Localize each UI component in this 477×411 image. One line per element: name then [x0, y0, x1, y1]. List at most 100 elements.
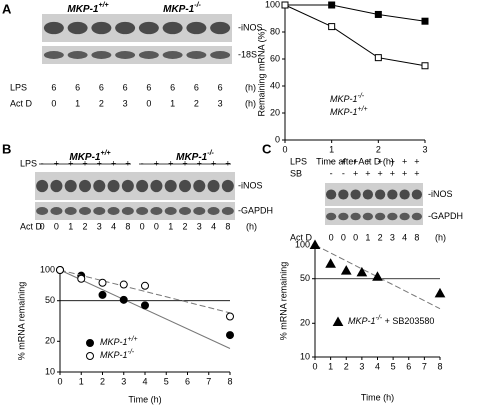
row-value: 0 [51, 98, 56, 108]
blot-band [43, 51, 64, 59]
label: MKP-1+/+ [100, 336, 138, 348]
blot-image [35, 202, 235, 220]
fit-line [59, 269, 231, 314]
blot-band [338, 189, 349, 200]
row-value: + [402, 156, 407, 166]
blot-band [221, 207, 234, 215]
row-value: + [97, 158, 102, 168]
label: MKP-1-/- [163, 2, 201, 15]
row-value: + [414, 156, 419, 166]
blot-band [325, 189, 337, 200]
blot-band [221, 179, 234, 193]
row-value: + [54, 158, 59, 168]
point [98, 278, 107, 287]
label-sup: +/+ [358, 106, 368, 113]
x-axis-label: Time (h) [128, 394, 161, 404]
row-value: + [390, 156, 395, 166]
row-value: 1 [168, 221, 173, 231]
y-tick-label: 100 [40, 264, 55, 274]
x-tick-label: 6 [185, 376, 190, 386]
row-value: 0 [341, 232, 346, 242]
blot-band [91, 21, 112, 35]
blot-band [107, 207, 120, 215]
row-value: 0 [154, 221, 159, 231]
y-tick-label: 100 [265, 0, 280, 9]
x-tick-label: 3 [359, 361, 364, 371]
label-name: MKP-1 [69, 152, 101, 163]
row-value: + [377, 168, 382, 178]
y-axis-label: Remaining mRNA (%) [256, 28, 266, 116]
label: MKP-1-/- + SB203580 [348, 315, 434, 327]
x-tick-label: 3 [422, 144, 427, 154]
blot-band [399, 189, 410, 200]
label-sup: -/- [194, 2, 201, 9]
x-tick-label: 6 [406, 361, 411, 371]
blot-band [374, 189, 386, 200]
label-name: MKP-1 [330, 94, 358, 104]
point [356, 266, 368, 277]
x-tick-label: 8 [437, 361, 442, 371]
row-value: 6 [146, 82, 151, 92]
point [328, 23, 336, 31]
blot-band [79, 207, 91, 215]
x-tick-label: 2 [376, 144, 381, 154]
label-name: MKP-1 [176, 152, 208, 163]
row-value: 8 [414, 232, 419, 242]
blot-band [43, 21, 64, 35]
x-tick-label: 0 [312, 361, 317, 371]
blot-band [67, 21, 88, 35]
blot-band [121, 179, 134, 193]
point [332, 316, 344, 326]
blot-band [67, 51, 88, 59]
row-value: 3 [218, 98, 223, 108]
point [421, 17, 429, 25]
blot-band [164, 179, 177, 193]
label-sup: -/- [128, 349, 135, 356]
row-value: + [182, 158, 187, 168]
row-label: Act D [10, 98, 33, 108]
blot-band [350, 189, 361, 200]
panel-label: A [2, 1, 12, 16]
x-tick-label: 8 [227, 376, 232, 386]
row-value: 2 [99, 98, 104, 108]
row-value: + [341, 156, 346, 166]
y-tick-label: 100 [295, 239, 310, 249]
point [226, 312, 234, 321]
blot-band [207, 207, 220, 215]
blot-band [325, 212, 337, 221]
label-name: MKP-1 [163, 4, 195, 15]
row-value: 0 [54, 221, 59, 231]
label-sup: -/- [358, 93, 365, 100]
row-value: 6 [194, 82, 199, 92]
blot-band [162, 51, 183, 59]
row-value: 0 [40, 221, 45, 231]
row-value: + [377, 156, 382, 166]
row-label: LPS [20, 158, 37, 168]
label-sup: +/+ [128, 336, 138, 343]
row-value: + [225, 158, 230, 168]
label: MKP-1+/+ [69, 150, 110, 163]
row-unit: (h) [435, 232, 446, 242]
row-value: 4 [402, 232, 407, 242]
blot-band [115, 21, 136, 35]
blot-band [164, 207, 177, 215]
blot-band [138, 51, 159, 59]
row-value: 6 [123, 82, 128, 92]
point [328, 1, 336, 9]
x-tick-label: 4 [375, 361, 380, 371]
label-suffix: + SB203580 [382, 316, 434, 326]
point [86, 352, 94, 360]
row-value: + [111, 158, 116, 168]
row-value: 2 [182, 221, 187, 231]
band-label: -iNOS [238, 180, 263, 190]
blot-band [36, 179, 49, 193]
label-sup: -/- [376, 315, 383, 322]
x-tick-label: 0 [282, 144, 287, 154]
blot-image [325, 208, 423, 225]
row-value: 3 [197, 221, 202, 231]
point [421, 62, 429, 70]
label-name: MKP-1 [100, 350, 128, 360]
blot-band [193, 179, 206, 193]
x-tick-label: 1 [79, 376, 84, 386]
point [56, 266, 64, 274]
